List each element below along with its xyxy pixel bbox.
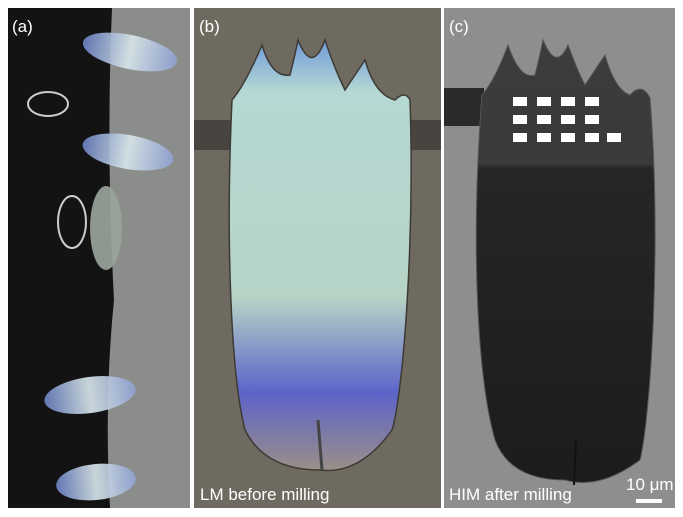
scale-bar-label: 10 μm	[626, 475, 674, 494]
scale	[229, 40, 411, 471]
panel-a: (a)	[8, 8, 190, 508]
figure: (a) (b) LM before milling (c) HIM after …	[0, 0, 683, 512]
substrate	[108, 8, 190, 508]
debris	[444, 88, 484, 126]
panel-c: (c) HIM after milling 10 μm	[444, 8, 675, 508]
panel-label: (b)	[199, 17, 220, 36]
scale	[476, 40, 655, 483]
panel-label: (c)	[449, 17, 469, 36]
panel-caption: HIM after milling	[449, 485, 572, 504]
panel-b: (b) LM before milling	[194, 8, 441, 508]
page: (a) (b) LM before milling (c) HIM after …	[0, 0, 683, 517]
panel-caption: LM before milling	[200, 485, 329, 504]
scale-bar	[636, 499, 662, 503]
panel-label: (a)	[12, 17, 33, 36]
